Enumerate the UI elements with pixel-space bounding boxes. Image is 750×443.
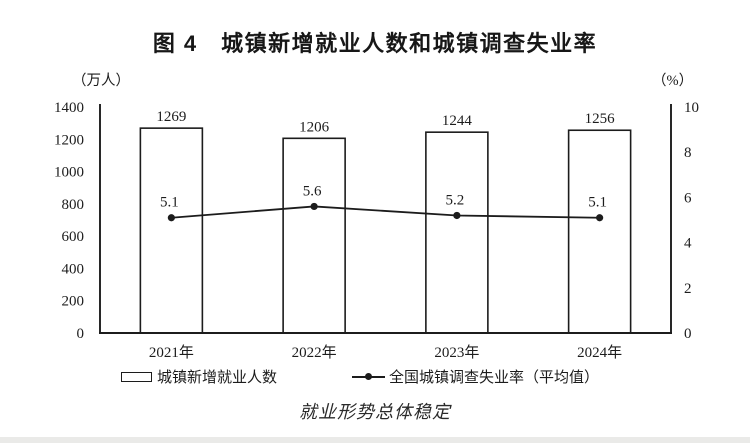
left-tick-1000: 1000	[54, 165, 84, 181]
line-marker	[167, 214, 175, 222]
line-marker	[596, 214, 604, 222]
line-value-label: 5.6	[303, 183, 322, 199]
x-label-2021年: 2021年	[149, 344, 194, 361]
bar-value-label: 1206	[299, 119, 330, 135]
right-axis-unit-label: （%）	[652, 73, 694, 89]
line-value-label: 5.2	[446, 192, 465, 208]
line-marker	[310, 202, 318, 211]
left-tick-600: 600	[62, 229, 85, 245]
line-value-label: 5.1	[160, 195, 179, 211]
bar-2024年	[567, 129, 632, 334]
bar-swatch-icon	[121, 371, 152, 382]
bar-2021年	[139, 127, 204, 334]
line-swatch-icon	[352, 372, 385, 381]
unemployment-rate-line	[171, 205, 600, 219]
bar-value-label: 1256	[585, 111, 616, 127]
line-value-label: 5.1	[588, 195, 607, 211]
left-tick-1400: 1400	[54, 100, 84, 116]
right-tick-0: 0	[684, 326, 692, 342]
page-edge	[0, 437, 750, 443]
left-tick-400: 400	[62, 261, 85, 277]
legend-label-bars: 城镇新增就业人数	[157, 370, 278, 386]
bar-2022年	[282, 137, 346, 334]
x-label-2024年: 2024年	[577, 344, 622, 361]
left-tick-800: 800	[62, 197, 85, 213]
right-tick-4: 4	[684, 236, 692, 252]
bar-value-label: 1269	[156, 109, 186, 125]
right-tick-8: 8	[684, 145, 692, 161]
x-label-2023年: 2023年	[434, 344, 479, 361]
right-tick-2: 2	[684, 281, 692, 297]
right-tick-6: 6	[684, 190, 692, 206]
left-tick-0: 0	[77, 326, 85, 342]
right-tick-10: 10	[684, 100, 699, 116]
figure-title: 图 4 城镇新增就业人数和城镇调查失业率	[152, 31, 598, 56]
bar-value-label: 1244	[442, 113, 473, 129]
x-label-2022年: 2022年	[292, 344, 337, 361]
left-tick-200: 200	[62, 294, 85, 310]
bar-2023年	[425, 131, 489, 334]
line-marker	[453, 211, 461, 220]
left-tick-1200: 1200	[54, 132, 84, 148]
legend-item-line: 全国城镇调查失业率（平均值）	[352, 367, 599, 386]
left-axis-unit-label: （万人）	[72, 73, 130, 89]
figure-caption: 就业形势总体稳定	[299, 402, 451, 422]
legend-item-bars: 城镇新增就业人数	[121, 367, 277, 386]
legend-label-line: 全国城镇调查失业率（平均值）	[389, 370, 600, 386]
